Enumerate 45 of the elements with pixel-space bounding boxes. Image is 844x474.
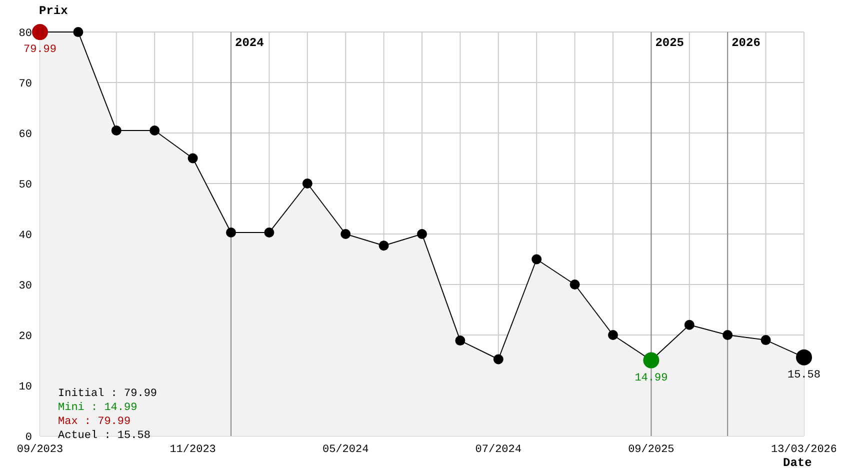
y-tick-label: 10 xyxy=(18,381,32,394)
annotation: 2024 xyxy=(235,36,264,50)
x-tick-label: 11/2023 xyxy=(170,444,216,456)
point xyxy=(302,178,312,188)
y-tick-label: 60 xyxy=(18,128,32,141)
point xyxy=(570,280,580,290)
x-tick-label: 13/03/2026 xyxy=(770,444,838,456)
y-axis-title: Prix xyxy=(39,4,68,18)
annotation: 2026 xyxy=(732,36,760,50)
point xyxy=(417,229,427,239)
x-tick-label: 09/2023 xyxy=(16,444,64,456)
point xyxy=(264,227,274,238)
x-tick-label: 09/2025 xyxy=(628,444,674,456)
point xyxy=(226,227,236,238)
y-tick-label: 40 xyxy=(18,230,32,242)
point xyxy=(340,229,351,239)
x-tick-label: 05/2024 xyxy=(322,444,370,456)
data-label: 14.99 xyxy=(634,372,668,384)
y-tick-label: 70 xyxy=(18,78,32,90)
point xyxy=(493,354,504,364)
point xyxy=(608,330,618,340)
annotation: Mini : 14.99 xyxy=(58,401,138,415)
data-label: 15.58 xyxy=(787,369,821,382)
point xyxy=(684,320,694,330)
y-tick-label: 80 xyxy=(18,28,32,40)
y-tick-label: 30 xyxy=(18,280,32,292)
annotation: Max : 79.99 xyxy=(58,415,132,429)
point xyxy=(455,336,466,346)
point xyxy=(111,125,122,136)
point xyxy=(188,153,198,164)
x-axis-title: Date xyxy=(783,456,812,470)
point xyxy=(150,125,160,136)
annotation: 2025 xyxy=(655,36,684,50)
y-tick-label: 20 xyxy=(18,330,32,343)
point xyxy=(73,27,84,38)
y-tick-label: 50 xyxy=(18,179,32,192)
annotation: Initial : 79.99 xyxy=(58,387,158,401)
data-label: 79.99 xyxy=(23,44,57,56)
x-tick-label: 07/2024 xyxy=(475,444,522,456)
y-tick-label: 0 xyxy=(25,432,32,444)
point xyxy=(760,335,771,346)
point xyxy=(532,254,542,264)
annotation: Actuel : 15.58 xyxy=(58,429,152,443)
point xyxy=(378,240,389,251)
point xyxy=(722,330,733,340)
